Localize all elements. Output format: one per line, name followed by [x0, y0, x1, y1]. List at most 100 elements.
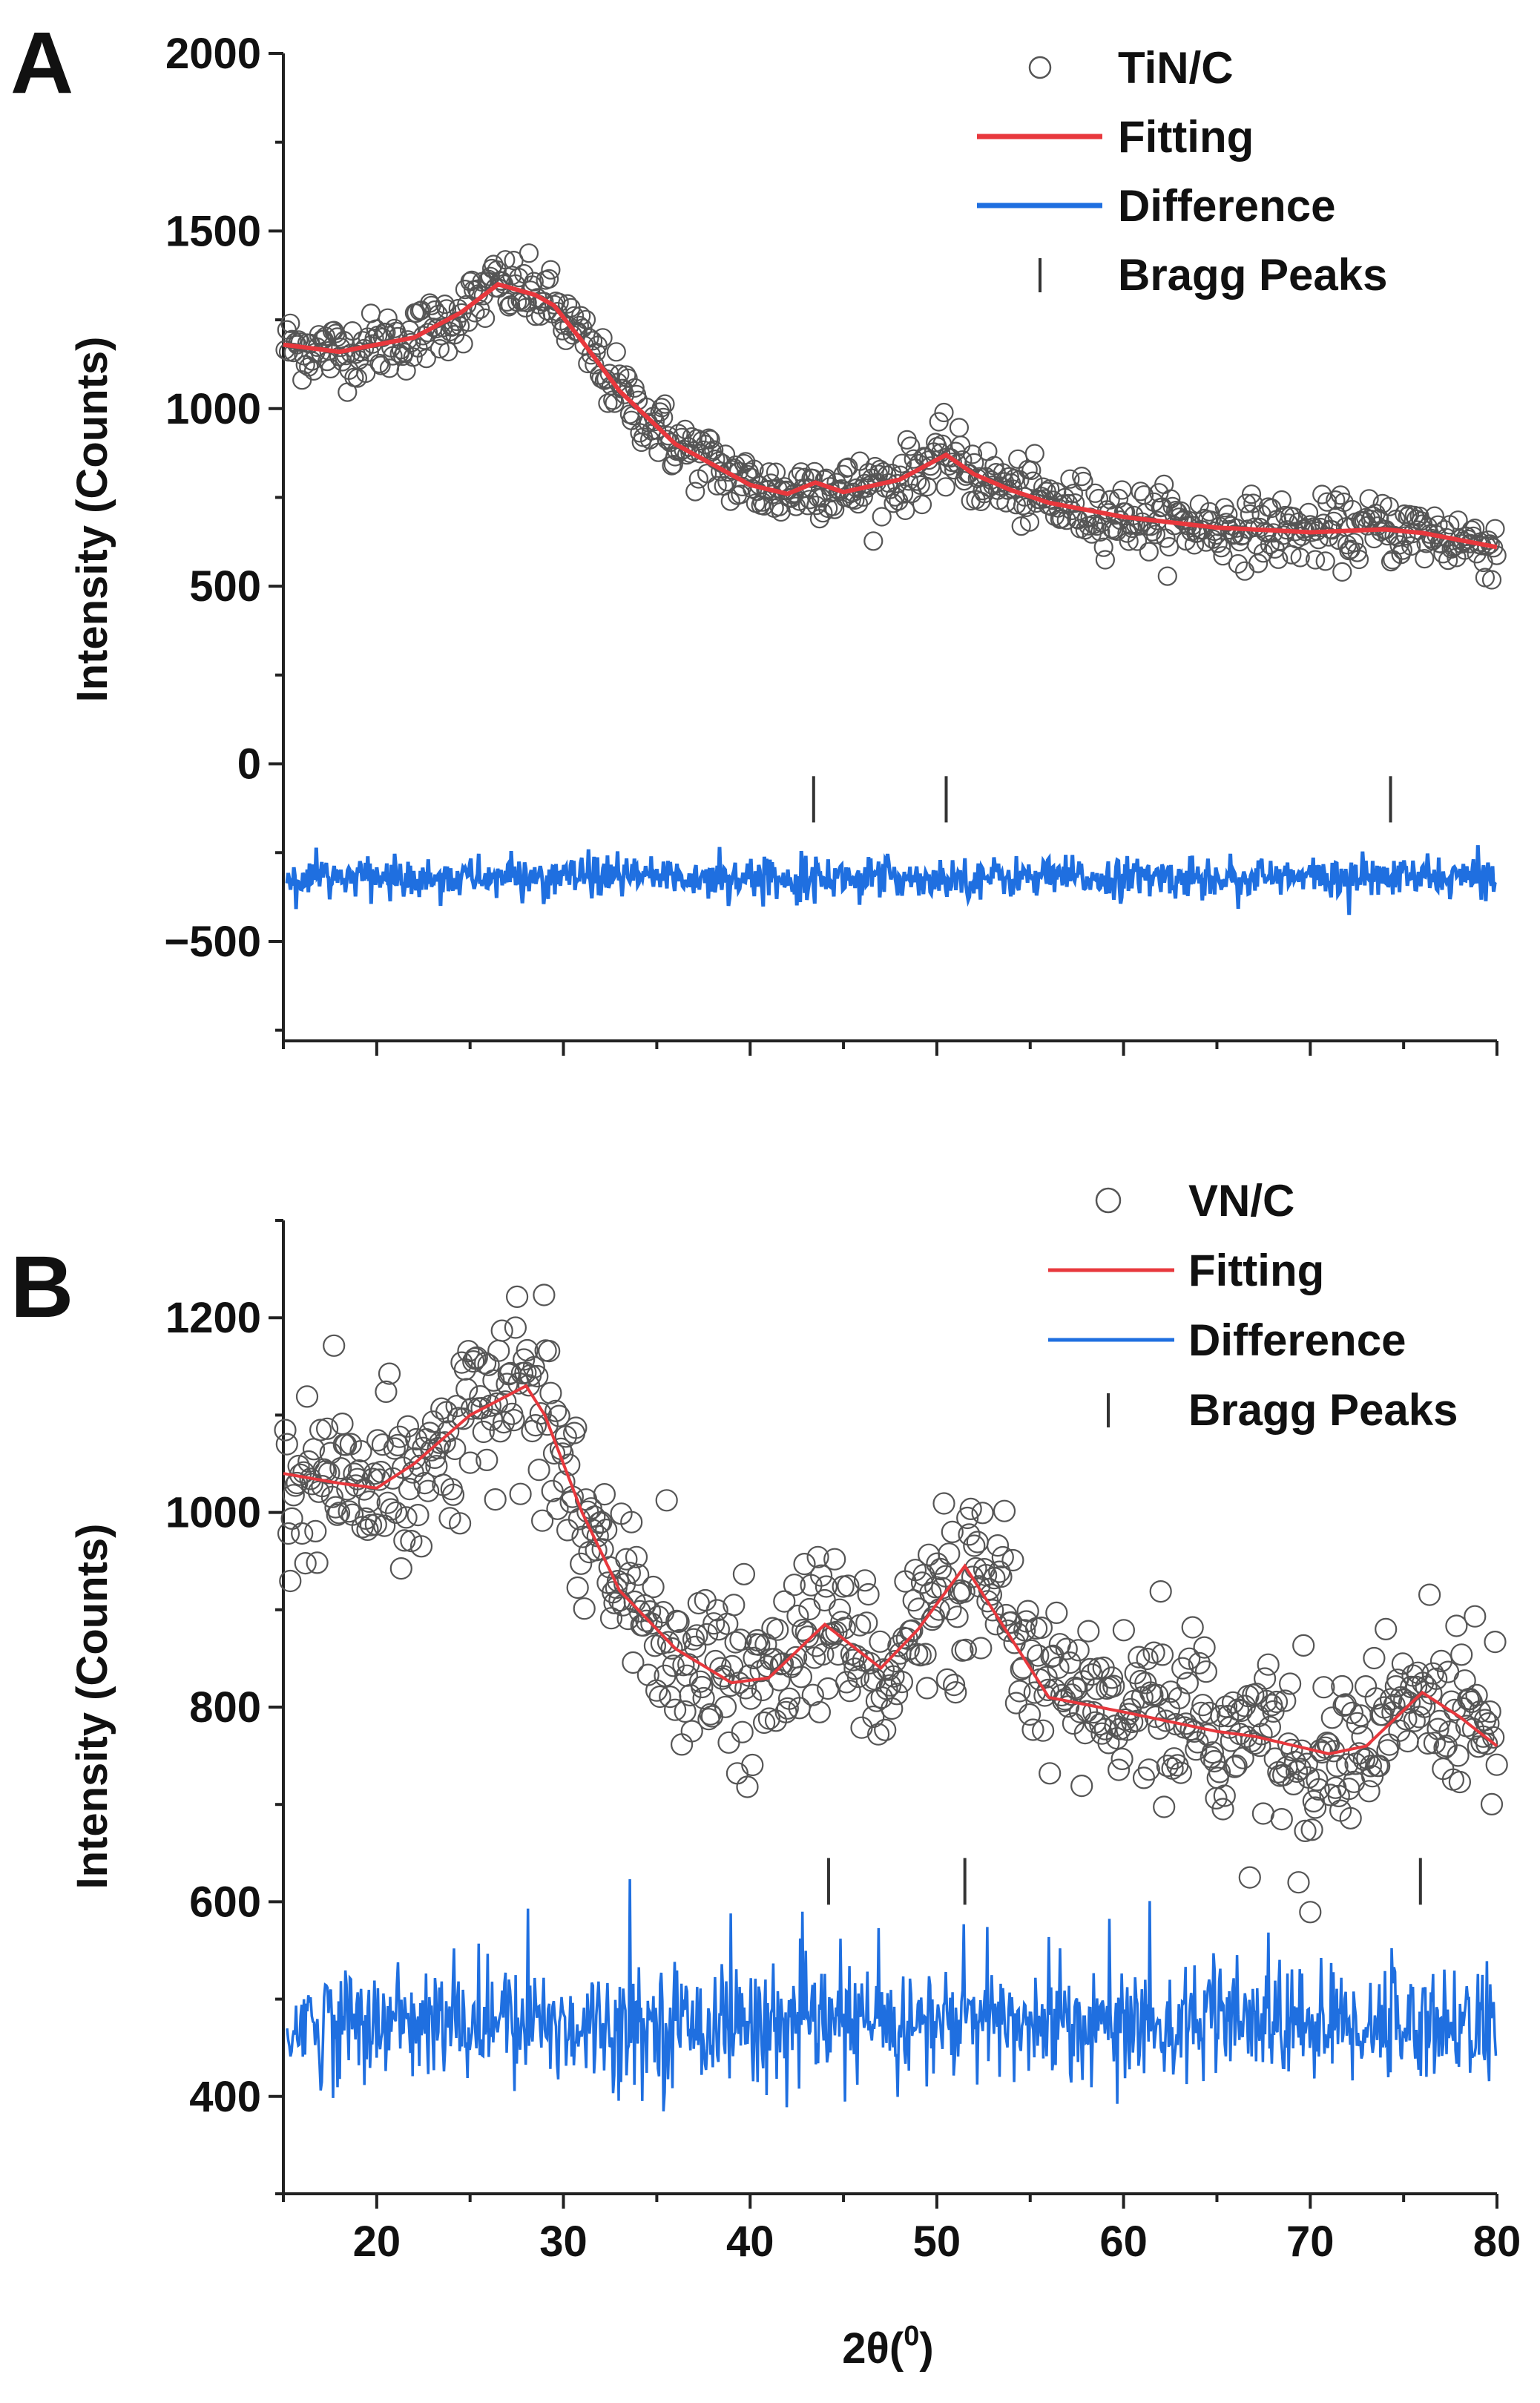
data-point — [1196, 1723, 1220, 1746]
data-point — [438, 341, 458, 362]
data-point — [658, 426, 679, 446]
data-point — [967, 1575, 991, 1598]
data-point — [1237, 493, 1257, 513]
data-point — [862, 1705, 885, 1729]
data-point — [1090, 522, 1110, 542]
data-point — [307, 1480, 330, 1503]
data-point — [1448, 1770, 1472, 1794]
y-tick-label: 1200 — [165, 1294, 261, 1342]
data-point — [1248, 553, 1268, 573]
data-point — [657, 430, 677, 450]
data-point — [825, 499, 845, 519]
data-point — [741, 1753, 764, 1777]
y-tick-label: 400 — [189, 2073, 261, 2121]
data-point — [1477, 1712, 1500, 1735]
legend-label: Bragg Peaks — [1118, 250, 1388, 300]
data-point — [282, 1484, 305, 1507]
data-point — [869, 1630, 892, 1653]
data-point — [1423, 1732, 1447, 1755]
data-point — [946, 1605, 969, 1628]
data-point — [938, 1542, 961, 1565]
data-point — [1021, 1718, 1044, 1741]
data-point — [1030, 1616, 1053, 1640]
data-point — [832, 1575, 855, 1598]
data-point — [1107, 1758, 1131, 1781]
data-point — [1047, 1656, 1070, 1680]
data-point — [1339, 1807, 1362, 1830]
data-point — [1429, 1649, 1453, 1672]
data-point — [1151, 1643, 1174, 1666]
data-point — [384, 318, 404, 338]
data-point — [455, 1378, 478, 1401]
data-point — [295, 1385, 319, 1408]
y-tick-label: 1000 — [165, 1489, 261, 1537]
data-point — [472, 1420, 495, 1444]
data-point — [1478, 1700, 1501, 1723]
data-point — [1145, 525, 1166, 545]
data-point — [1334, 1693, 1358, 1716]
data-point — [853, 1569, 877, 1592]
data-point — [1234, 561, 1255, 581]
data-point — [593, 328, 613, 348]
data-point — [662, 456, 682, 476]
data-point — [1465, 1683, 1488, 1706]
y-tick-label: 800 — [189, 1683, 261, 1732]
data-point — [1185, 1738, 1208, 1761]
data-point — [1485, 519, 1505, 539]
data-point — [786, 1604, 809, 1628]
data-point — [1315, 551, 1335, 571]
data-point — [407, 1503, 430, 1527]
data-point — [1036, 1678, 1060, 1701]
data-point — [625, 1545, 648, 1568]
legend-label: Bragg Peaks — [1188, 1385, 1458, 1435]
data-point — [527, 1459, 550, 1482]
data-point — [929, 412, 949, 432]
data-point — [1425, 1667, 1448, 1690]
data-point — [732, 1562, 756, 1585]
data-point — [828, 1598, 852, 1621]
data-point — [1023, 471, 1043, 491]
data-point — [1001, 1548, 1024, 1572]
data-point — [1228, 553, 1248, 574]
data-point — [618, 1562, 642, 1585]
x-axis-label-close: ) — [919, 2324, 933, 2373]
data-point — [1292, 1634, 1315, 1657]
data-point — [627, 1563, 650, 1586]
data-point — [395, 1506, 418, 1529]
data-point — [890, 1671, 914, 1694]
data-point — [1013, 1619, 1036, 1642]
data-point — [766, 1618, 789, 1641]
data-point — [566, 1576, 589, 1600]
data-point — [274, 1419, 297, 1442]
difference-line — [286, 1878, 1498, 2112]
data-point — [754, 1633, 777, 1656]
data-point — [625, 378, 645, 398]
data-point — [1107, 521, 1127, 542]
data-point — [670, 1733, 694, 1756]
data-point — [734, 1677, 757, 1700]
data-point — [1193, 1636, 1216, 1659]
data-point — [1230, 1699, 1253, 1723]
data-point — [962, 444, 983, 464]
data-point — [663, 454, 683, 475]
data-point — [389, 1557, 412, 1580]
data-point — [300, 1473, 323, 1496]
data-point — [815, 470, 835, 490]
data-point — [349, 350, 369, 370]
data-point — [941, 1520, 964, 1543]
data-point — [1347, 542, 1367, 562]
data-point — [887, 1634, 910, 1657]
data-point — [1271, 490, 1291, 510]
data-point — [1223, 1755, 1246, 1778]
data-point — [277, 1522, 300, 1545]
data-point — [697, 464, 717, 484]
data-point — [309, 1419, 332, 1442]
y-tick-label: −500 — [164, 918, 261, 966]
data-point — [1142, 522, 1162, 542]
data-point — [1024, 444, 1044, 464]
data-point — [1072, 1670, 1095, 1693]
data-point — [682, 1628, 705, 1651]
data-point — [720, 491, 740, 511]
data-point — [1299, 1901, 1322, 1924]
data-point — [275, 340, 295, 360]
